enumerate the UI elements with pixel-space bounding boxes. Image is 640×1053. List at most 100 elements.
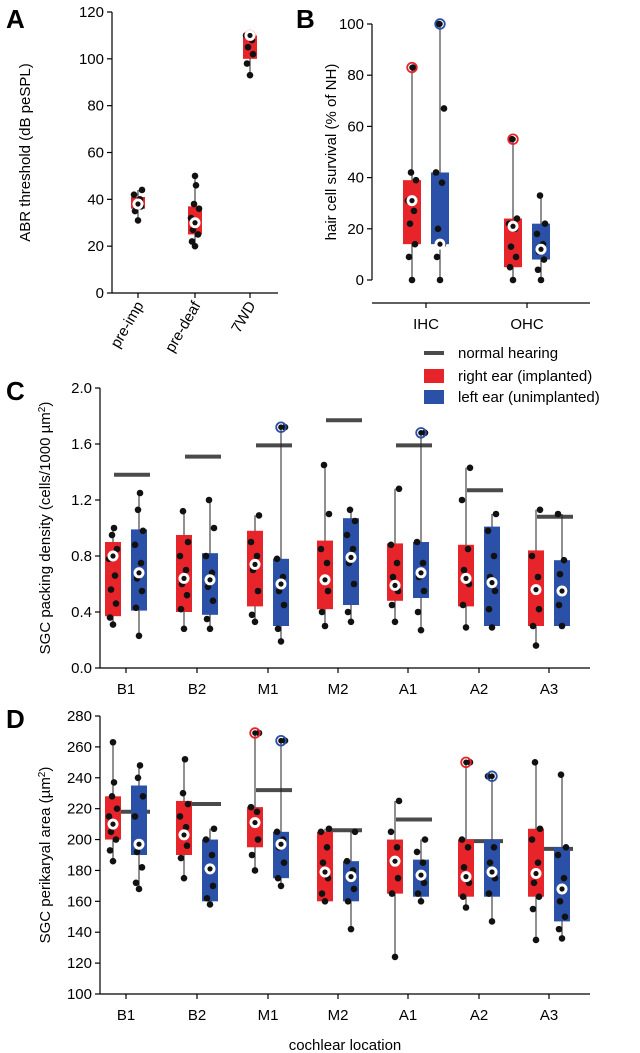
data-point <box>176 552 184 560</box>
data-point <box>325 510 333 518</box>
data-point <box>139 527 147 535</box>
data-point <box>133 848 141 856</box>
data-point <box>111 572 119 579</box>
data-point <box>466 464 474 472</box>
data-point <box>243 60 251 67</box>
data-point <box>407 169 415 176</box>
data-point <box>202 836 210 843</box>
data-point <box>351 517 359 525</box>
data-point <box>558 622 566 630</box>
y-tick-label: 0.0 <box>71 660 92 677</box>
data-point <box>560 874 568 882</box>
data-point <box>206 625 214 633</box>
data-point <box>210 524 218 532</box>
panel-c: 0.0 0.4 0.8 1.2 1.6 2.0 SGC packing density (c… <box>37 380 590 698</box>
data-point <box>280 859 288 867</box>
data-point <box>134 506 142 514</box>
y-axis-label-tail: ) <box>37 402 54 407</box>
legend-right-ear-label: right ear (implanted) <box>458 368 592 385</box>
data-point <box>460 864 468 871</box>
data-point <box>273 828 281 836</box>
data-point <box>485 890 493 897</box>
median-dot <box>559 886 565 892</box>
data-point <box>417 898 425 905</box>
median-dot <box>510 223 516 229</box>
y-tick-label: 240 <box>67 770 92 787</box>
data-point <box>420 879 428 887</box>
data-point <box>134 774 142 782</box>
box-b1-right <box>105 524 121 628</box>
median-dot <box>533 870 539 877</box>
median-dot <box>348 874 354 880</box>
data-point <box>462 904 470 911</box>
data-point <box>395 797 403 805</box>
box-rect <box>431 172 449 245</box>
box-m2-left <box>343 506 359 626</box>
data-point <box>555 925 563 933</box>
outlier-marker <box>486 770 498 782</box>
data-point <box>419 559 427 567</box>
data-point <box>389 573 397 581</box>
box-rect <box>131 785 147 855</box>
y-axis-label: SGC perikaryal area (µm2) <box>37 767 55 944</box>
data-point <box>177 605 185 613</box>
box-a3-left <box>554 771 570 942</box>
data-point <box>555 601 563 609</box>
median-dot <box>136 841 142 847</box>
y-tick-label: 20 <box>87 238 104 255</box>
x-tick-label: B1 <box>117 1007 135 1024</box>
y-tick-label: 0.8 <box>71 548 92 565</box>
box-a2-right <box>458 756 474 911</box>
data-point <box>131 541 139 549</box>
median-dot <box>409 198 415 204</box>
box-m1-right <box>247 727 263 874</box>
y-tick-label: 1.2 <box>71 492 92 509</box>
data-point <box>458 496 466 504</box>
data-point <box>191 172 199 180</box>
data-point <box>411 240 419 248</box>
y-tick-label: 100 <box>79 51 104 68</box>
data-point <box>406 220 414 227</box>
box-pre-deaf-right <box>187 172 203 250</box>
data-point <box>137 559 145 567</box>
box-b2-right <box>176 507 192 633</box>
outlier-point <box>409 64 415 71</box>
median-dot <box>348 554 354 561</box>
data-point <box>134 217 142 224</box>
box-a3-left <box>554 510 570 630</box>
data-point <box>138 186 146 194</box>
outlier-point <box>418 430 424 436</box>
data-point <box>177 854 185 862</box>
data-point <box>254 587 262 595</box>
data-point <box>206 901 214 908</box>
data-point <box>323 843 331 851</box>
data-point <box>509 276 517 284</box>
data-point <box>184 800 192 808</box>
data-point <box>420 587 428 595</box>
x-tick-label: M2 <box>328 1007 349 1024</box>
data-point <box>317 545 325 553</box>
data-point <box>273 555 281 563</box>
data-point <box>113 545 121 553</box>
y-tick-label: 100 <box>339 16 364 33</box>
y-tick-label: 100 <box>67 986 92 1003</box>
data-point <box>562 843 570 851</box>
y-tick-label: 60 <box>87 145 104 162</box>
legend: normal hearing right ear (implanted) lef… <box>424 345 600 406</box>
data-point <box>325 825 333 833</box>
data-point <box>408 276 416 284</box>
data-point <box>458 836 466 843</box>
data-point <box>254 836 262 843</box>
data-point <box>109 738 117 746</box>
data-point <box>490 843 498 851</box>
box-b2-left <box>202 496 218 633</box>
data-point <box>202 552 210 560</box>
x-tick-label: B1 <box>117 681 135 698</box>
data-point <box>209 882 217 890</box>
x-tick-label: M1 <box>258 681 279 698</box>
box-ohc-left <box>532 192 550 284</box>
data-point <box>277 638 285 645</box>
x-tick-label: A2 <box>470 681 488 698</box>
data-point <box>530 879 538 887</box>
median-dot <box>278 581 284 587</box>
